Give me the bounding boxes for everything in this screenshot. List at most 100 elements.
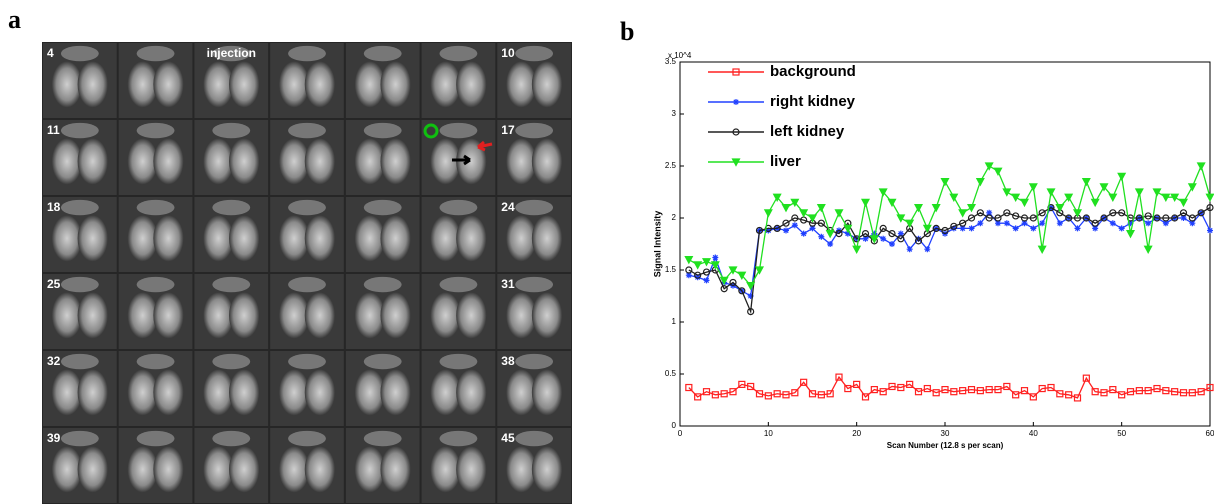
data-point	[1021, 220, 1028, 227]
data-point	[967, 386, 976, 394]
data-point	[1196, 162, 1206, 171]
data-point	[835, 230, 843, 238]
data-point	[694, 393, 702, 401]
data-point	[800, 230, 807, 237]
data-point	[1056, 220, 1063, 227]
data-point	[1074, 225, 1081, 232]
data-point	[1108, 193, 1118, 202]
organ	[430, 369, 461, 416]
data-point	[1207, 227, 1213, 234]
organ	[136, 122, 175, 139]
organ	[127, 369, 158, 416]
data-point	[1012, 225, 1019, 232]
organ	[304, 292, 336, 339]
data-point	[1092, 225, 1099, 232]
data-point	[1118, 391, 1126, 399]
organ	[304, 215, 336, 262]
frame-number: 31	[501, 277, 515, 291]
data-point	[747, 293, 754, 299]
image-grid: 4 10 11 17 18 24 25 31 32 38 39 45 injection	[43, 43, 571, 503]
data-point	[827, 241, 834, 247]
organ	[304, 61, 336, 108]
data-point	[1162, 220, 1169, 227]
data-point	[808, 390, 817, 398]
organ	[51, 138, 83, 185]
organ	[229, 61, 260, 108]
organ	[380, 138, 411, 185]
data-point	[765, 227, 772, 234]
organ	[439, 430, 478, 447]
data-point	[694, 274, 701, 281]
organ	[380, 446, 411, 493]
data-point	[703, 277, 710, 284]
frame-number: 10	[501, 46, 515, 60]
data-point	[1171, 214, 1179, 222]
data-point	[835, 373, 843, 381]
organ	[363, 199, 402, 216]
organ	[153, 369, 184, 416]
data-point	[1109, 220, 1116, 227]
data-point	[1003, 382, 1011, 391]
roi-circle	[423, 123, 439, 139]
data-point	[860, 198, 871, 208]
data-point	[710, 261, 720, 270]
data-point	[993, 167, 1003, 176]
organ	[60, 276, 99, 293]
data-point	[958, 209, 968, 218]
frame-number: 18	[47, 200, 61, 214]
organ	[229, 292, 260, 339]
data-point	[791, 214, 799, 222]
data-point	[1047, 383, 1055, 392]
data-point	[1205, 193, 1214, 202]
data-point	[720, 390, 728, 398]
black-arrow	[452, 154, 471, 166]
organ	[380, 61, 411, 108]
organ	[515, 122, 554, 139]
organ	[153, 138, 184, 185]
data-point	[897, 230, 904, 237]
organ	[456, 61, 487, 108]
frame-number: 17	[501, 123, 515, 137]
data-point	[693, 261, 703, 270]
organ	[136, 353, 175, 370]
organ	[60, 199, 99, 216]
data-point	[1100, 389, 1108, 397]
data-point	[1002, 188, 1012, 197]
organ	[288, 45, 326, 62]
organ	[127, 292, 158, 339]
data-point	[914, 388, 923, 396]
organ	[278, 369, 310, 416]
organ	[127, 215, 158, 262]
organ	[127, 138, 158, 185]
frame-number: 24	[501, 200, 515, 214]
data-point	[924, 246, 931, 253]
frame-number: 32	[47, 354, 61, 368]
data-point	[1153, 384, 1161, 393]
data-point	[932, 224, 940, 232]
organ	[203, 369, 234, 416]
x-tick-label: 10	[764, 429, 773, 438]
data-point	[959, 219, 967, 227]
data-point	[781, 204, 791, 213]
data-point	[772, 193, 782, 202]
data-point	[967, 214, 976, 222]
data-point	[1127, 220, 1134, 227]
data-point	[807, 214, 818, 223]
data-point	[887, 198, 897, 208]
data-point	[1144, 212, 1152, 220]
data-point	[959, 225, 966, 232]
organ	[515, 353, 554, 370]
organ	[77, 215, 108, 262]
data-point	[861, 393, 870, 401]
data-point	[685, 272, 692, 279]
organ	[288, 199, 326, 216]
data-point	[941, 386, 949, 394]
data-point	[1197, 209, 1205, 217]
data-point	[729, 278, 737, 287]
data-point	[1065, 391, 1073, 399]
data-point	[809, 225, 816, 232]
series-line	[688, 164, 1211, 287]
data-point	[702, 388, 711, 396]
data-point	[817, 219, 825, 227]
